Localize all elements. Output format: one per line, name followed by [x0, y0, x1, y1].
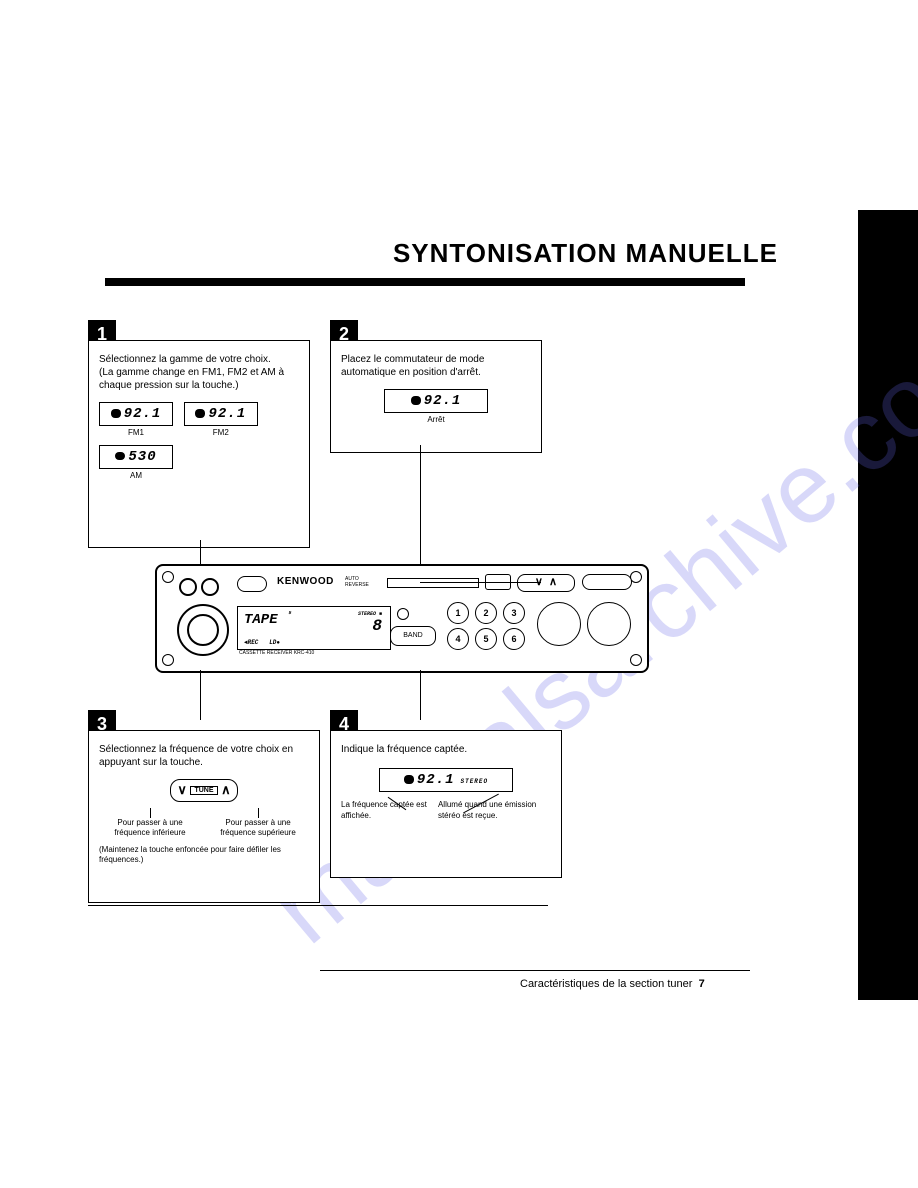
step2-text1: Placez le commutateur de mode automatiqu… [341, 353, 531, 379]
step1-text1: Sélectionnez la gamme de votre choix. [99, 353, 299, 366]
volume-knob[interactable] [177, 604, 229, 656]
lcd-box2-value: 92.1 [424, 393, 462, 409]
connector-2 [420, 445, 421, 580]
top-btn-right[interactable] [582, 574, 632, 590]
step4-text1: Indique la fréquence captée. [341, 743, 551, 756]
preset-2[interactable]: 2 [475, 602, 497, 624]
step4-right-note: Allumé quand une émission stéréo est reç… [438, 800, 551, 821]
bottom-rule-1 [88, 905, 548, 906]
brand-label: KENWOOD [277, 576, 334, 587]
radio-lcd-icons: ◄REC LD● [244, 639, 280, 646]
step-box-3: Sélectionnez la fréquence de votre choix… [88, 730, 320, 903]
preset-1[interactable]: 1 [447, 602, 469, 624]
preset-6[interactable]: 6 [503, 628, 525, 650]
top-btn-1[interactable] [237, 576, 267, 592]
knob-small-1[interactable] [179, 578, 197, 596]
page-black-margin [858, 210, 918, 1000]
footer-rule [320, 970, 750, 971]
footer-label: Caractéristiques de la section tuner [520, 978, 692, 990]
volume-knob-inner [187, 614, 219, 646]
screw-tl [162, 571, 174, 583]
radio-lcd: TAPE ⁵ ◄REC LD● 8 STEREO ■ [237, 606, 391, 650]
cassette-slot[interactable] [387, 578, 479, 588]
lcd-fm1-label: FM1 [99, 428, 173, 438]
tune-label: TUNE [190, 786, 217, 795]
tune-button-graphic: ∨ TUNE ∧ [170, 779, 237, 802]
step3-right-note: Pour passer à une fréquence supérieure [207, 808, 309, 839]
lcd-fm2-label: FM2 [184, 428, 258, 438]
preset-4[interactable]: 4 [447, 628, 469, 650]
lcd-am: 530 [99, 445, 173, 469]
lcd-fm2-value: 92.1 [208, 406, 246, 422]
page-title: SYNTONISATION MANUELLE [393, 238, 778, 269]
lcd-fm2: 92.1 [184, 402, 258, 426]
step-box-2: Placez le commutateur de mode automatiqu… [330, 340, 542, 453]
knob-small-2[interactable] [201, 578, 219, 596]
lcd-fm1: 92.1 [99, 402, 173, 426]
band-label: BAND [403, 632, 422, 639]
screw-bl [162, 654, 174, 666]
title-rule [105, 278, 745, 286]
preset-3[interactable]: 3 [503, 602, 525, 624]
screw-br [630, 654, 642, 666]
connector-4 [420, 670, 421, 720]
connector-3 [200, 670, 201, 720]
footer-text: Caractéristiques de la section tuner 7 [520, 978, 705, 990]
radio-lcd-sub: 8 [372, 617, 382, 635]
step3-left-note: Pour passer à une fréquence inférieure [99, 808, 201, 839]
step3-bottom-note: (Maintenez la touche enfoncée pour faire… [99, 845, 309, 866]
preset-5[interactable]: 5 [475, 628, 497, 650]
brand-sub: AUTOREVERSE [345, 576, 369, 588]
lcd-am-value: 530 [128, 449, 156, 465]
connector-4b [420, 582, 540, 583]
step-box-4: Indique la fréquence captée. 92.1STEREO … [330, 730, 562, 878]
step4-left-note: La fréquence captée est affichée. [341, 800, 428, 821]
lcd-box2-label: Arrêt [341, 415, 531, 425]
lcd-am-label: AM [99, 471, 173, 481]
step3-text1: Sélectionnez la fréquence de votre choix… [99, 743, 309, 769]
lcd-box4-value: 92.1 [417, 772, 455, 788]
big-btn-2[interactable] [587, 602, 631, 646]
lcd-box2: 92.1 [384, 389, 488, 413]
step-box-1: Sélectionnez la gamme de votre choix. (L… [88, 340, 310, 548]
step1-text2: (La gamme change en FM1, FM2 et AM à cha… [99, 366, 299, 392]
radio-model: CASSETTE RECEIVER KRC-410 [239, 650, 314, 656]
big-btn-1[interactable] [537, 602, 581, 646]
connector-4c [540, 582, 541, 583]
tune-rocker[interactable]: ∨ ∧ [517, 574, 575, 592]
lcd-box4: 92.1STEREO [379, 768, 513, 792]
band-button[interactable]: BAND [390, 626, 436, 646]
lcd-fm1-value: 92.1 [124, 406, 162, 422]
radio-device: KENWOOD AUTOREVERSE ∨ ∧ TAPE ⁵ ◄REC LD● … [155, 564, 649, 673]
footer-page: 7 [699, 978, 705, 990]
radio-lcd-text: TAPE [244, 612, 278, 628]
radio-lcd-stereo: STEREO ■ [358, 611, 382, 617]
indicator-dot [397, 608, 409, 620]
